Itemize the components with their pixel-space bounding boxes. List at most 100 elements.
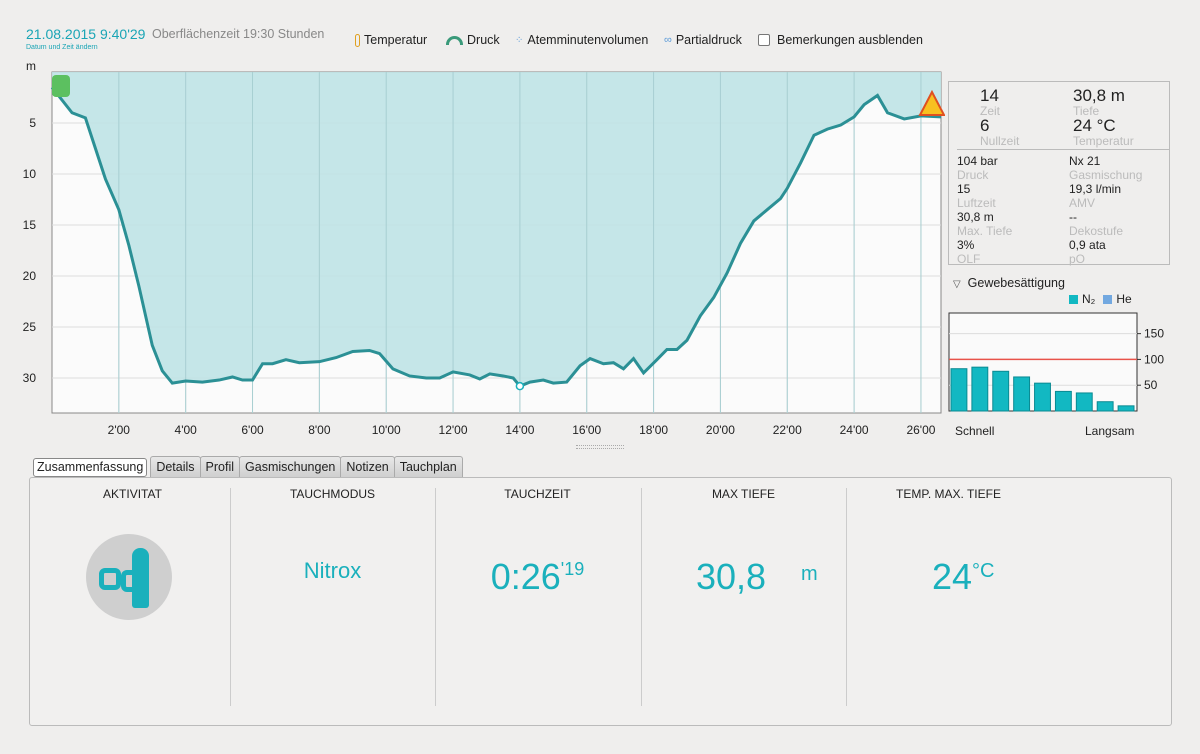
- splitter-handle[interactable]: [576, 445, 624, 449]
- gauge-icon: [446, 35, 463, 45]
- tissue-legend: N₂ He: [1069, 292, 1132, 306]
- tab-bar: Zusammenfassung Details Profil Gasmischunge…: [30, 456, 463, 477]
- divider: [957, 149, 1169, 150]
- hide-notes-checkbox[interactable]: Bemerkungen ausblenden: [758, 33, 923, 47]
- tissue-chart: 50 100 150: [948, 312, 1164, 412]
- dive-mode: Nitrox: [303, 558, 362, 583]
- info-panel: 14 Zeit 30,8 m Tiefe 6 Nullzeit 24 °C Te…: [948, 81, 1170, 266]
- tab-zusammenfassung[interactable]: Zusammenfassung: [33, 458, 148, 477]
- tissue-tick-label: 150: [1144, 327, 1164, 341]
- toggle-temperature[interactable]: Temperatur: [355, 33, 427, 47]
- info-label: Max. Tiefe: [957, 224, 1013, 238]
- tab-gasmischungen[interactable]: Gasmischungen: [239, 456, 342, 477]
- x-tick-label: 6'00: [241, 423, 264, 437]
- cursor-marker: [515, 381, 525, 391]
- tissue-bar: [1013, 376, 1031, 412]
- info-value: 30,8 m: [957, 210, 994, 224]
- temp-max-depth-label: TEMP. MAX. TIEFE: [896, 487, 1001, 501]
- y-tick-label: 5: [29, 116, 36, 130]
- time-label: Zeit: [980, 104, 1001, 118]
- y-tick-label: 25: [23, 320, 37, 334]
- ndl-label: Nullzeit: [980, 134, 1020, 148]
- info-value: 0,9 ata: [1069, 238, 1106, 252]
- x-tick-label: 24'00: [840, 423, 869, 437]
- time-value: 14: [980, 86, 999, 105]
- tissue-toggle[interactable]: ▽ Gewebesättigung: [953, 276, 1065, 290]
- surface-start-icon: [52, 75, 70, 97]
- x-tick-label: 8'00: [308, 423, 331, 437]
- tissue-bar: [992, 370, 1010, 412]
- info-label: OLF: [957, 252, 981, 266]
- diving-activity-icon: [86, 534, 172, 620]
- tissue-bar: [1096, 401, 1114, 412]
- toggle-partial-pressure[interactable]: ∞ Partialdruck: [664, 33, 742, 47]
- info-value: --: [1069, 210, 1077, 224]
- info-label: Druck: [957, 168, 989, 182]
- summary-panel: AKTIVITAT TAUCHMODUS Nitrox TAUCHZEIT 0:…: [29, 477, 1172, 726]
- tab-profil[interactable]: Profil: [199, 456, 241, 477]
- triangle-down-icon: ▽: [953, 279, 961, 290]
- info-value: 19,3 l/min: [1069, 182, 1122, 196]
- warning-icon: [918, 89, 945, 116]
- y-tick-label: 20: [23, 269, 37, 283]
- x-tick-label: 4'00: [175, 423, 198, 437]
- n2-swatch: [1069, 294, 1078, 304]
- change-date-link[interactable]: Datum und Zeit ändern: [26, 44, 98, 51]
- tissue-bar: [1054, 390, 1072, 412]
- dive-datetime[interactable]: 21.08.2015 9:40'29: [26, 26, 146, 42]
- tissue-bar: [950, 368, 968, 412]
- depth-area: [52, 72, 941, 387]
- slow-label: Langsam: [1085, 424, 1135, 438]
- info-value: Nx 21: [1069, 154, 1101, 168]
- checkbox-icon[interactable]: [758, 34, 770, 46]
- y-tick-label: 15: [23, 218, 37, 232]
- partial-pressure-icon: ∞: [664, 34, 672, 46]
- depth-profile-chart[interactable]: m 5 10 15 20 25 30 2'00 4'00 6'00 8'00 10'00 12'00 14…: [0, 55, 945, 450]
- fast-label: Schnell: [955, 424, 995, 438]
- tab-details[interactable]: Details: [150, 456, 201, 477]
- toggle-amv[interactable]: ⁘ Atemminutenvolumen: [515, 33, 649, 47]
- depth-value: 30,8 m: [1073, 86, 1125, 105]
- y-tick-label: 10: [23, 167, 37, 181]
- tissue-bar: [1034, 382, 1051, 412]
- tab-tauchplan[interactable]: Tauchplan: [393, 456, 463, 477]
- tab-notizen[interactable]: Notizen: [340, 456, 395, 477]
- depth-line: [50, 86, 942, 388]
- bubbles-icon: ⁘: [515, 34, 524, 46]
- tissue-bar: [971, 366, 989, 412]
- tissue-tick-label: 100: [1144, 352, 1164, 366]
- max-depth-label: MAX TIEFE: [711, 487, 776, 501]
- mode-label: TAUCHMODUS: [289, 487, 376, 501]
- he-swatch: [1103, 294, 1113, 304]
- temp-label: Temperatur: [1073, 134, 1134, 148]
- ndl-value: 6: [980, 116, 990, 135]
- temp-max-depth: 24°C: [932, 556, 995, 597]
- x-tick-label: 2'00: [108, 423, 131, 437]
- x-tick-label: 18'00: [639, 423, 668, 437]
- tissue-bar: [1117, 405, 1135, 412]
- toggle-pressure[interactable]: Druck: [446, 33, 500, 47]
- tissue-tick-label: 50: [1144, 378, 1158, 392]
- info-value: 3%: [957, 238, 975, 252]
- surface-time: Oberflächenzeit 19:30 Stunden: [152, 27, 325, 41]
- tissue-bar: [1075, 392, 1093, 412]
- x-tick-label: 14'00: [505, 423, 534, 437]
- dive-time-label: TAUCHZEIT: [504, 487, 571, 501]
- x-tick-label: 20'00: [706, 423, 735, 437]
- info-label: pO: [1069, 252, 1086, 266]
- x-tick-label: 12'00: [439, 423, 468, 437]
- info-label: Gasmischung: [1069, 168, 1143, 182]
- y-tick-label: 30: [23, 371, 37, 385]
- x-tick-label: 10'00: [372, 423, 401, 437]
- thermometer-icon: [355, 33, 360, 47]
- x-tick-label: 26'00: [906, 423, 935, 437]
- dive-time: 0:26'19: [490, 556, 585, 597]
- x-tick-label: 16'00: [572, 423, 601, 437]
- info-label: Dekostufe: [1069, 224, 1124, 238]
- x-tick-label: 22'00: [773, 423, 802, 437]
- info-label: AMV: [1069, 196, 1096, 210]
- y-axis-label: m: [26, 59, 36, 73]
- max-depth: 30,8: [696, 556, 767, 597]
- activity-label: AKTIVITAT: [103, 487, 162, 501]
- depth-unit: m: [801, 563, 818, 585]
